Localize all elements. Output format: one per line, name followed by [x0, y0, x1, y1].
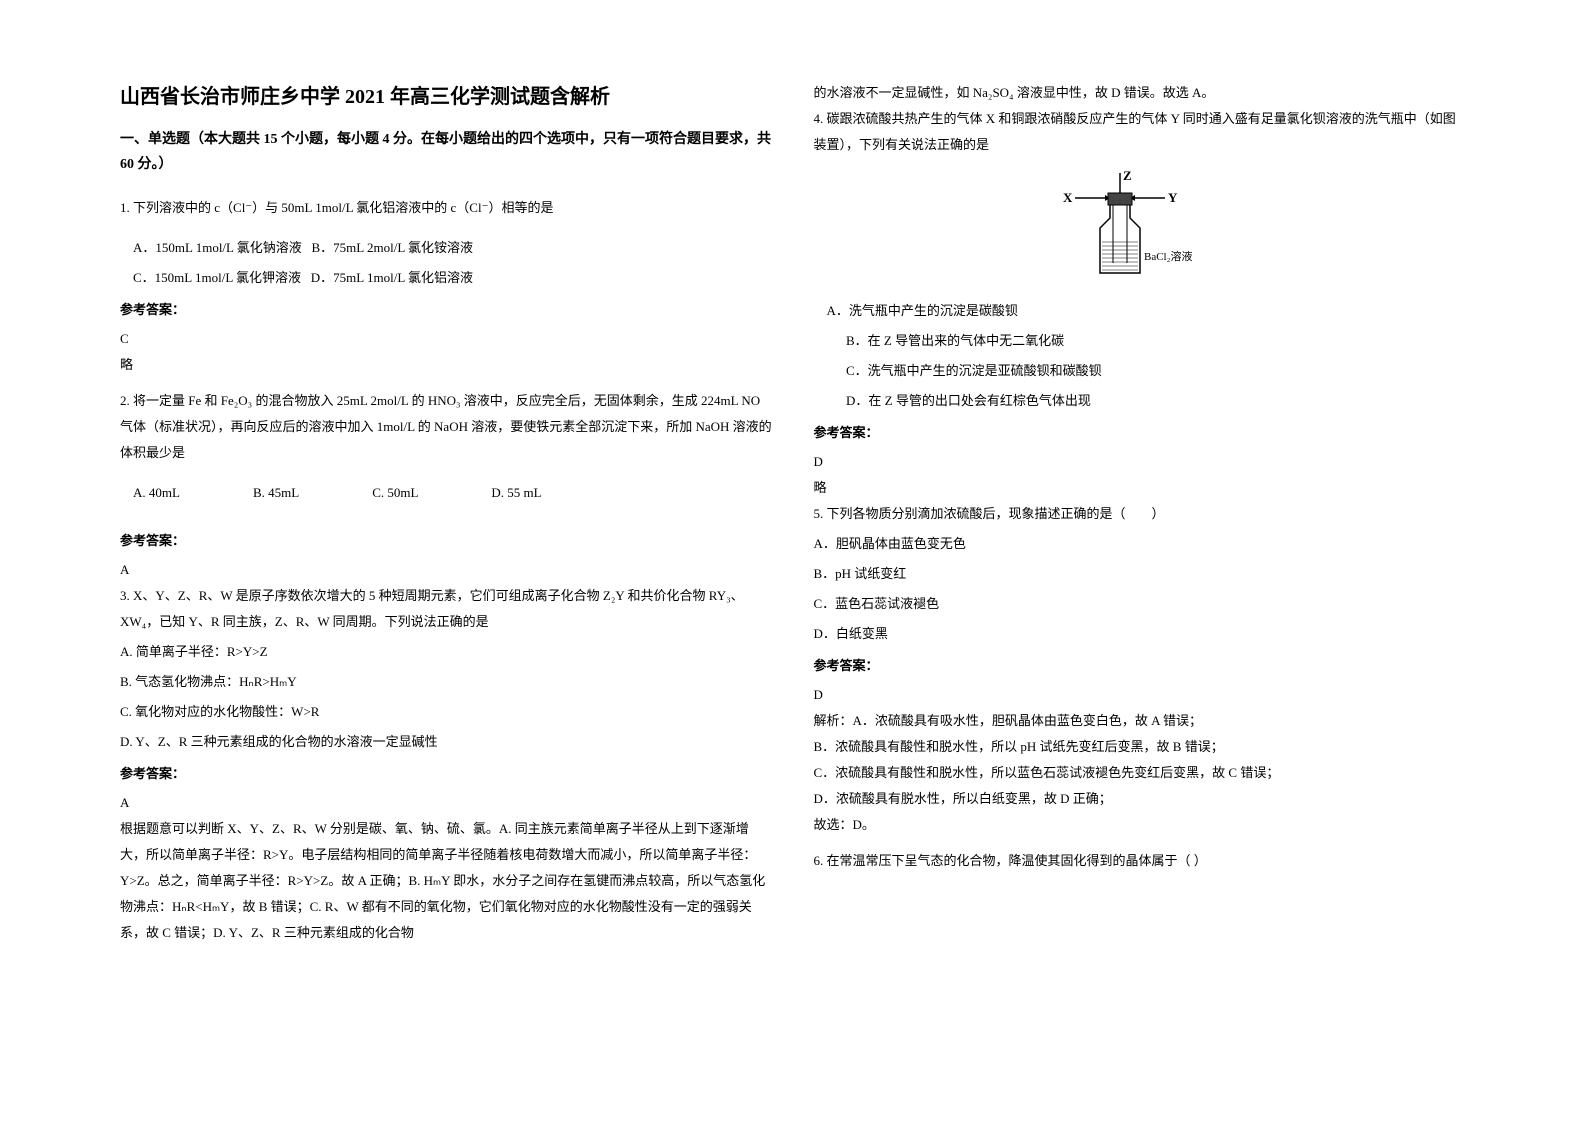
q2-answer-label: 参考答案： [120, 530, 774, 549]
right-column: 的水溶液不一定显碱性，如 Na₂SO₄ 溶液显中性，故 D 错误。故选 A。 4… [794, 80, 1488, 1082]
q3-optC: C. 氧化物对应的水化物酸性：W>R [120, 699, 774, 725]
question-6: 6. 在常温常压下呈气态的化合物，降温使其固化得到的晶体属于（ ） [814, 848, 1468, 874]
question-4: 4. 碳跟浓硫酸共热产生的气体 X 和铜跟浓硝酸反应产生的气体 Y 同时通入盛有… [814, 106, 1468, 158]
q4-answer-label: 参考答案： [814, 422, 1468, 441]
q1-text: 1. 下列溶液中的 c（Cl⁻）与 50mL 1mol/L 氯化铝溶液中的 c（… [120, 195, 774, 221]
q3-optB: B. 气态氢化物沸点：HₙR>HₘY [120, 669, 774, 695]
document-title: 山西省长治市师庄乡中学 2021 年高三化学测试题含解析 [120, 80, 774, 109]
q4-answer: D [814, 449, 1468, 475]
question-1: 1. 下列溶液中的 c（Cl⁻）与 50mL 1mol/L 氯化铝溶液中的 c（… [120, 195, 774, 291]
q1-answer-label: 参考答案： [120, 299, 774, 318]
q5-answer-label: 参考答案： [814, 655, 1468, 674]
q5-optD: D．白纸变黑 [814, 621, 1468, 647]
q4-optC: C．洗气瓶中产生的沉淀是亚硫酸钡和碳酸钡 [814, 358, 1468, 384]
q3-text: 3. X、Y、Z、R、W 是原子序数依次增大的 5 种短周期元素，它们可组成离子… [120, 583, 774, 635]
q4-optD: D．在 Z 导管的出口处会有红棕色气体出现 [814, 388, 1468, 414]
left-column: 山西省长治市师庄乡中学 2021 年高三化学测试题含解析 一、单选题（本大题共 … [100, 80, 794, 1082]
section-heading: 一、单选题（本大题共 15 个小题，每小题 4 分。在每小题给出的四个选项中，只… [120, 127, 774, 177]
label-bacl2: BaCl₂溶液 [1144, 249, 1192, 263]
apparatus-diagram: Z X Y BaCl₂溶液 [1060, 168, 1220, 288]
q2-optD: D. 55 mL [478, 480, 541, 506]
question-2: 2. 将一定量 Fe 和 Fe₂O₃ 的混合物放入 25mL 2mol/L 的 … [120, 388, 774, 506]
q3-continuation: 的水溶液不一定显碱性，如 Na₂SO₄ 溶液显中性，故 D 错误。故选 A。 [814, 80, 1468, 106]
q4-optA: A．洗气瓶中产生的沉淀是碳酸钡 [814, 298, 1468, 324]
q4-text: 4. 碳跟浓硫酸共热产生的气体 X 和铜跟浓硝酸反应产生的气体 Y 同时通入盛有… [814, 106, 1468, 158]
q1-explanation: 略 [120, 352, 774, 378]
q2-text: 2. 将一定量 Fe 和 Fe₂O₃ 的混合物放入 25mL 2mol/L 的 … [120, 388, 774, 466]
q3-optA: A. 简单离子半径：R>Y>Z [120, 639, 774, 665]
q1-options-row2: C．150mL 1mol/L 氯化钾溶液 D．75mL 1mol/L 氯化铝溶液 [120, 265, 774, 291]
q1-optA: A．150mL 1mol/L 氯化钠溶液 [133, 240, 302, 255]
label-x: X [1063, 190, 1073, 205]
q4-diagram: Z X Y BaCl₂溶液 [814, 168, 1468, 288]
q5-optB: B．pH 试纸变红 [814, 561, 1468, 587]
q2-optB: B. 45mL [240, 480, 299, 506]
q5-conclusion: 故选：D。 [814, 812, 1468, 838]
question-5: 5. 下列各物质分别滴加浓硫酸后，现象描述正确的是（ ） A．胆矾晶体由蓝色变无… [814, 501, 1468, 647]
question-3: 3. X、Y、Z、R、W 是原子序数依次增大的 5 种短周期元素，它们可组成离子… [120, 583, 774, 755]
q4-optB: B．在 Z 导管出来的气体中无二氧化碳 [814, 328, 1468, 354]
q5-expD: D．浓硫酸具有脱水性，所以白纸变黑，故 D 正确； [814, 786, 1468, 812]
q3-answer: A [120, 790, 774, 816]
q3-explanation: 根据题意可以判断 X、Y、Z、R、W 分别是碳、氧、钠、硫、氯。A. 同主族元素… [120, 816, 774, 946]
q2-answer: A [120, 557, 774, 583]
q2-optA: A. 40mL [120, 480, 180, 506]
q5-expB: B．浓硫酸具有酸性和脱水性，所以 pH 试纸先变红后变黑，故 B 错误； [814, 734, 1468, 760]
q4-explanation: 略 [814, 475, 1468, 501]
q1-options-row1: A．150mL 1mol/L 氯化钠溶液 B．75mL 2mol/L 氯化铵溶液 [120, 235, 774, 261]
q3-answer-label: 参考答案： [120, 763, 774, 782]
q5-answer: D [814, 682, 1468, 708]
q5-optC: C．蓝色石蕊试液褪色 [814, 591, 1468, 617]
q1-optC: C．150mL 1mol/L 氯化钾溶液 [133, 270, 301, 285]
q1-optB: B．75mL 2mol/L 氯化铵溶液 [312, 240, 474, 255]
q2-options: A. 40mL B. 45mL C. 50mL D. 55 mL [120, 480, 774, 506]
q6-text: 6. 在常温常压下呈气态的化合物，降温使其固化得到的晶体属于（ ） [814, 848, 1468, 874]
q5-optA: A．胆矾晶体由蓝色变无色 [814, 531, 1468, 557]
q5-expC: C．浓硫酸具有酸性和脱水性，所以蓝色石蕊试液褪色先变红后变黑，故 C 错误； [814, 760, 1468, 786]
q5-text: 5. 下列各物质分别滴加浓硫酸后，现象描述正确的是（ ） [814, 501, 1468, 527]
q3-optD: D. Y、Z、R 三种元素组成的化合物的水溶液一定显碱性 [120, 729, 774, 755]
q1-optD: D．75mL 1mol/L 氯化铝溶液 [311, 270, 473, 285]
q1-answer: C [120, 326, 774, 352]
q5-expA: 解析：A．浓硫酸具有吸水性，胆矾晶体由蓝色变白色，故 A 错误； [814, 708, 1468, 734]
label-z: Z [1123, 168, 1132, 183]
q2-optC: C. 50mL [359, 480, 418, 506]
label-y: Y [1168, 190, 1178, 205]
